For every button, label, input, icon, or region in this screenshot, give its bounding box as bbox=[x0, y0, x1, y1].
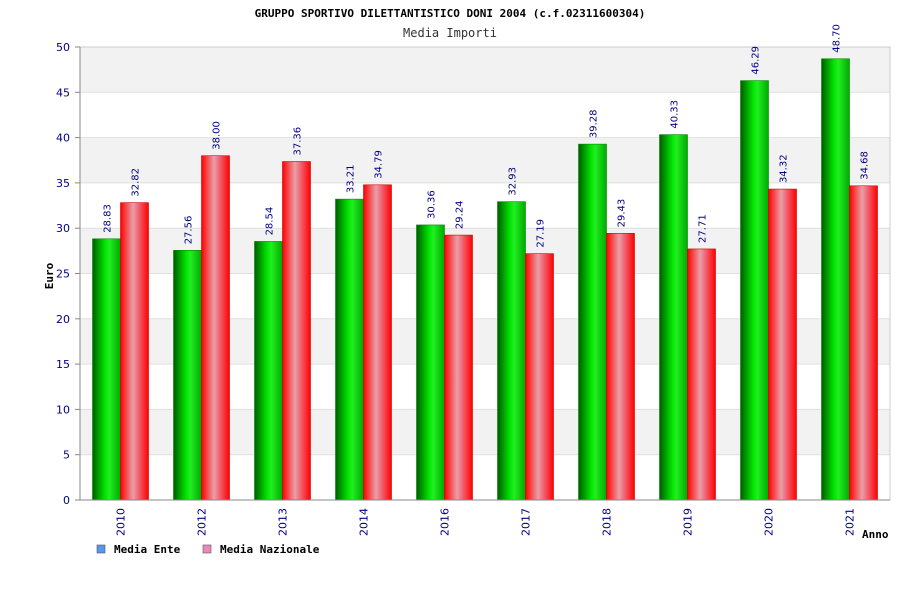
data-label: 38.00 bbox=[212, 121, 223, 150]
y-axis-ticks: 0 5 10 15 20 25 30 35 40 45 50 bbox=[56, 41, 80, 507]
data-label: 48.70 bbox=[832, 24, 843, 53]
y-tick-label: 40 bbox=[56, 132, 70, 145]
data-label: 30.36 bbox=[427, 190, 438, 219]
data-label: 27.71 bbox=[698, 214, 709, 243]
bar-media-ente-2018 bbox=[578, 143, 607, 501]
x-tick-label: 2010 bbox=[115, 508, 128, 536]
bar-media-ente-2017 bbox=[497, 201, 526, 501]
x-tick-label: 2019 bbox=[682, 508, 695, 536]
chart-title: GRUPPO SPORTIVO DILETTANTISTICO DONI 200… bbox=[255, 7, 646, 20]
bar-media-ente-2021 bbox=[821, 58, 850, 501]
bar-media-ente-2014 bbox=[335, 198, 364, 501]
bar-media-nazionale-2010 bbox=[120, 202, 149, 501]
bar-labels: 28.83 32.82 27.56 38.00 28.54 37.36 33.21 34.79… bbox=[103, 24, 871, 248]
data-label: 34.79 bbox=[374, 150, 385, 179]
y-tick-label: 5 bbox=[63, 449, 70, 462]
x-tick-label: 2013 bbox=[277, 508, 290, 536]
bar-media-nazionale-2021 bbox=[849, 185, 878, 501]
x-tick-label: 2021 bbox=[844, 508, 857, 536]
data-label: 33.21 bbox=[346, 164, 357, 193]
bar-media-nazionale-2012 bbox=[201, 155, 230, 501]
y-tick-label: 50 bbox=[56, 41, 70, 54]
x-tick-label: 2016 bbox=[439, 508, 452, 536]
legend-label: Media Ente bbox=[114, 543, 181, 556]
data-label: 34.32 bbox=[779, 154, 790, 183]
data-label: 27.19 bbox=[536, 219, 547, 248]
x-axis-ticks: 2010 2012 2013 2014 2016 2017 2018 2019 2020 2021 bbox=[115, 508, 857, 536]
y-tick-label: 25 bbox=[56, 268, 70, 281]
chart-subtitle: Media Importi bbox=[403, 26, 497, 40]
x-tick-label: 2014 bbox=[358, 508, 371, 536]
data-label: 39.28 bbox=[589, 109, 600, 138]
data-label: 37.36 bbox=[293, 127, 304, 156]
x-tick-label: 2018 bbox=[601, 508, 614, 536]
x-axis-label: Anno bbox=[862, 528, 889, 541]
data-label: 40.33 bbox=[670, 100, 681, 129]
legend-swatch bbox=[202, 544, 212, 554]
legend-swatch bbox=[96, 544, 106, 554]
y-tick-label: 20 bbox=[56, 313, 70, 326]
y-tick-label: 15 bbox=[56, 358, 70, 371]
bar-media-ente-2016 bbox=[416, 224, 445, 501]
y-tick-label: 45 bbox=[56, 86, 70, 99]
bar-media-ente-2012 bbox=[173, 250, 202, 501]
y-tick-label: 30 bbox=[56, 222, 70, 235]
data-label: 32.82 bbox=[131, 168, 142, 197]
data-label: 28.83 bbox=[103, 204, 114, 233]
data-label: 29.24 bbox=[455, 200, 466, 229]
bars bbox=[92, 58, 878, 501]
bar-media-ente-2013 bbox=[254, 241, 283, 501]
data-label: 32.93 bbox=[508, 167, 519, 196]
data-label: 46.29 bbox=[751, 46, 762, 75]
data-label: 27.56 bbox=[184, 216, 195, 245]
data-label: 28.54 bbox=[265, 207, 276, 236]
bar-media-nazionale-2016 bbox=[444, 234, 473, 501]
bar-media-ente-2020 bbox=[740, 80, 769, 501]
legend-label: Media Nazionale bbox=[220, 543, 320, 556]
y-tick-label: 35 bbox=[56, 177, 70, 190]
bar-media-nazionale-2013 bbox=[282, 161, 311, 501]
data-label: 29.43 bbox=[617, 199, 628, 228]
bar-media-nazionale-2014 bbox=[363, 184, 392, 501]
x-tick-label: 2020 bbox=[763, 508, 776, 536]
legend: Media Ente Media Nazionale bbox=[96, 543, 320, 556]
x-tick-label: 2017 bbox=[520, 508, 533, 536]
x-tick-label: 2012 bbox=[196, 508, 209, 536]
y-axis-label: Euro bbox=[43, 262, 56, 289]
y-tick-label: 0 bbox=[63, 494, 70, 507]
y-tick-label: 10 bbox=[56, 403, 70, 416]
data-label: 34.68 bbox=[860, 151, 871, 180]
bar-media-nazionale-2019 bbox=[687, 248, 716, 501]
bar-media-nazionale-2018 bbox=[606, 233, 635, 501]
bar-media-nazionale-2020 bbox=[768, 188, 797, 501]
bar-media-ente-2010 bbox=[92, 238, 121, 501]
bar-media-nazionale-2017 bbox=[525, 253, 554, 501]
bar-media-ente-2019 bbox=[659, 134, 688, 501]
